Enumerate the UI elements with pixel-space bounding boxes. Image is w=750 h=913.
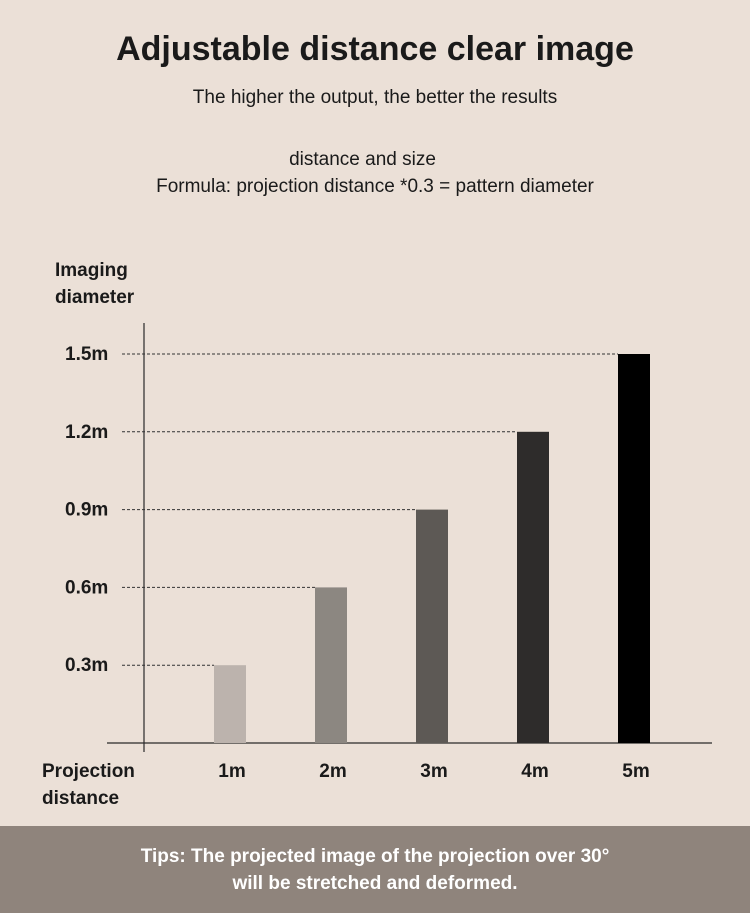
x-tick-label-5m: 5m: [622, 761, 649, 782]
formula-note: Formula: projection distance *0.3 = patt…: [156, 176, 594, 197]
bar-4m: [517, 431, 549, 743]
y-axis-label-line-1: Imaging: [55, 260, 128, 281]
y-tick-label-0.3m: 0.3m: [65, 655, 108, 676]
x-tick-label-1m: 1m: [218, 761, 245, 782]
x-tick-label-2m: 2m: [319, 761, 346, 782]
tips-line-2: will be stretched and deformed.: [232, 872, 518, 894]
y-tick-label-0.6m: 0.6m: [65, 577, 108, 598]
note-line-1: distance and size: [289, 149, 436, 170]
x-tick-label-4m: 4m: [521, 761, 548, 782]
bar-5m: [618, 354, 650, 743]
bar-1m: [214, 665, 246, 743]
y-tick-label-1.5m: 1.5m: [65, 344, 108, 365]
y-axis-label-line-2: diameter: [55, 287, 135, 308]
x-axis-label: Projection distance: [42, 761, 135, 809]
bar-2m: [315, 587, 347, 743]
x-axis-label-line-2: distance: [42, 788, 119, 809]
page-subtitle: The higher the output, the better the re…: [192, 87, 558, 108]
page-title: Adjustable distance clear image: [116, 30, 634, 68]
y-axis-label: Imaging diameter: [55, 260, 135, 308]
tips-banner: Tips: The projected image of the project…: [0, 826, 750, 913]
bar-chart: Imaging diameter Projection distance 0.3…: [42, 260, 712, 809]
y-tick-label-1.2m: 1.2m: [65, 422, 108, 443]
bar-3m: [416, 509, 448, 743]
x-axis-label-line-1: Projection: [42, 761, 135, 782]
tips-line-1: Tips: The projected image of the project…: [140, 845, 610, 867]
x-tick-label-3m: 3m: [420, 761, 447, 782]
y-tick-label-0.9m: 0.9m: [65, 500, 108, 521]
